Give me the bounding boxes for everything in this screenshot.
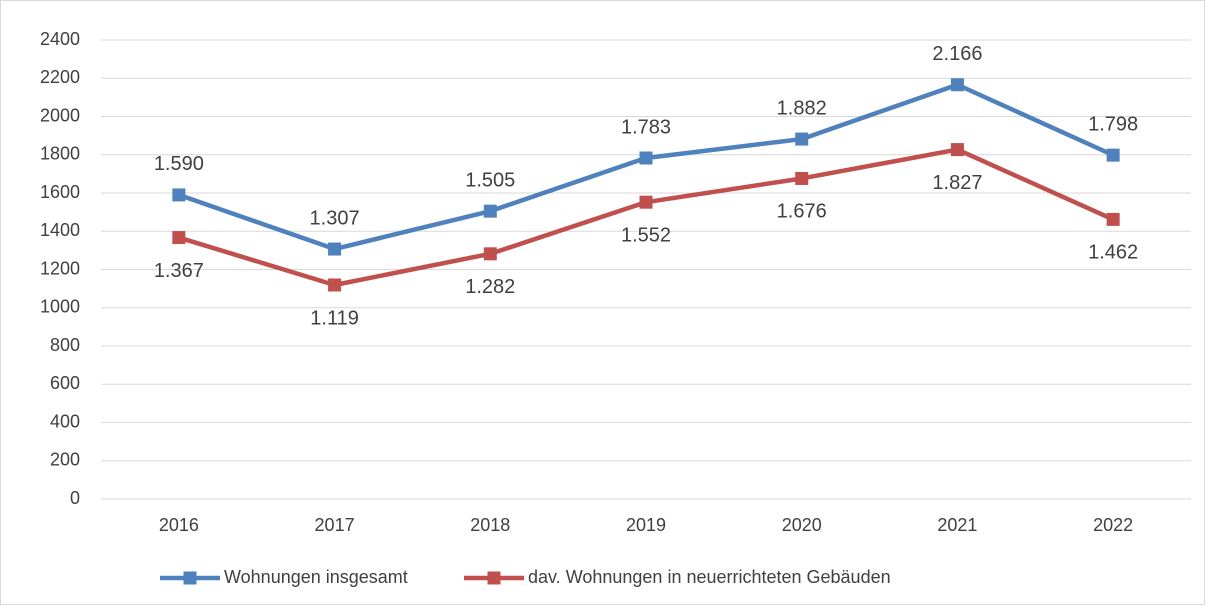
y-tick-label: 1200 <box>40 258 80 278</box>
data-label: 1.798 <box>1088 113 1138 135</box>
data-label: 1.676 <box>777 201 827 223</box>
y-tick-label: 2000 <box>40 105 80 125</box>
y-tick-label: 2200 <box>40 67 80 87</box>
legend-label: Wohnungen insgesamt <box>224 567 408 587</box>
x-tick-label: 2017 <box>315 515 355 535</box>
point-marker <box>328 242 342 256</box>
point-marker <box>950 143 964 157</box>
x-tick-label: 2019 <box>626 515 666 535</box>
point-marker <box>795 171 809 185</box>
legend-label: dav. Wohnungen in neuerrichteten Gebäude… <box>528 567 891 587</box>
data-label: 2.166 <box>932 43 982 65</box>
point-marker <box>172 231 186 245</box>
point-marker <box>1106 212 1120 226</box>
y-tick-label: 1600 <box>40 182 80 202</box>
y-tick-label: 800 <box>50 335 80 355</box>
y-tick-label: 1400 <box>40 220 80 240</box>
point-marker <box>639 195 653 209</box>
data-label: 1.367 <box>154 260 204 282</box>
y-tick-label: 200 <box>50 450 80 470</box>
y-tick-label: 2400 <box>40 29 80 49</box>
data-label: 1.462 <box>1088 242 1138 264</box>
data-label: 1.119 <box>310 307 359 329</box>
y-tick-label: 600 <box>50 373 80 393</box>
data-label: 1.505 <box>465 169 515 191</box>
point-marker <box>795 132 809 146</box>
data-label: 1.282 <box>465 276 515 298</box>
point-marker <box>483 247 497 261</box>
point-marker <box>1106 148 1120 162</box>
y-tick-label: 400 <box>50 411 80 431</box>
legend-marker <box>487 571 501 585</box>
point-marker <box>172 188 186 202</box>
legend-marker <box>183 571 197 585</box>
y-tick-label: 1800 <box>40 144 80 164</box>
y-tick-label: 1000 <box>40 297 80 317</box>
data-label: 1.590 <box>154 153 204 175</box>
point-marker <box>639 151 653 165</box>
x-tick-label: 2020 <box>782 515 822 535</box>
y-tick-label: 0 <box>70 488 80 508</box>
data-label: 1.827 <box>932 172 982 194</box>
data-label: 1.307 <box>310 207 360 229</box>
point-marker <box>950 78 964 92</box>
point-marker <box>328 278 342 292</box>
x-tick-label: 2022 <box>1093 515 1133 535</box>
data-label: 1.783 <box>621 116 671 138</box>
data-label: 1.552 <box>621 224 671 246</box>
x-tick-label: 2018 <box>470 515 510 535</box>
data-label: 1.882 <box>777 97 827 119</box>
point-marker <box>483 204 497 218</box>
x-tick-label: 2016 <box>159 515 199 535</box>
x-tick-label: 2021 <box>937 515 977 535</box>
